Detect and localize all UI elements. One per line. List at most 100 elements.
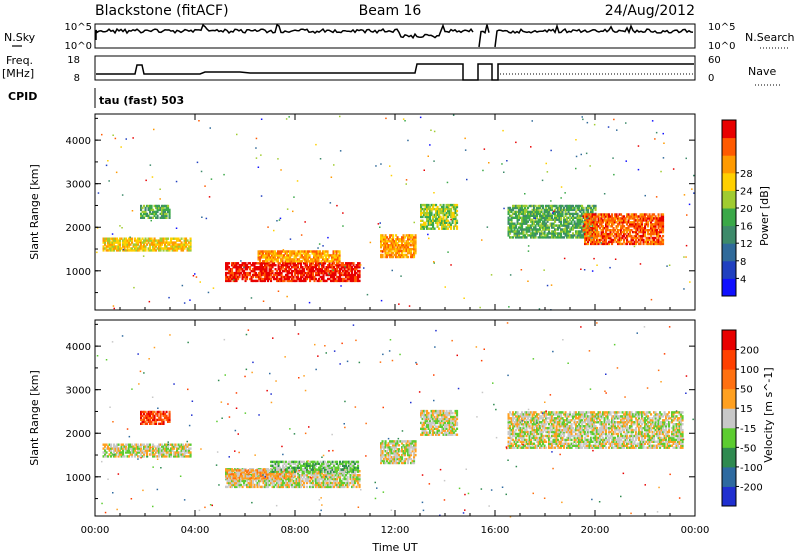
data-cell	[167, 206, 170, 210]
data-cell	[225, 485, 228, 489]
data-cell	[114, 453, 117, 456]
data-cell	[590, 230, 593, 234]
data-cell	[262, 279, 265, 283]
data-cell	[140, 243, 143, 246]
data-cell	[243, 477, 246, 480]
data-cell	[352, 485, 355, 489]
data-cell	[539, 218, 542, 221]
data-cell	[566, 234, 569, 237]
data-cell	[119, 449, 122, 452]
data-cell	[240, 268, 243, 271]
data-cell	[279, 483, 282, 487]
data-cell	[294, 460, 297, 464]
data-cell	[297, 481, 300, 485]
data-cell	[456, 225, 459, 228]
data-cell	[249, 481, 252, 485]
data-cell	[298, 474, 301, 477]
data-cell	[318, 277, 321, 281]
data-cell	[407, 242, 410, 245]
data-cell	[355, 266, 358, 269]
data-cell	[551, 234, 554, 237]
data-cell	[307, 254, 310, 257]
data-cell	[396, 236, 399, 239]
data-cell	[584, 215, 587, 218]
data-cell	[337, 472, 340, 475]
data-cell	[128, 451, 131, 454]
data-cell	[507, 218, 510, 221]
data-cell	[593, 221, 596, 224]
noise-point	[183, 302, 186, 304]
data-cell	[399, 240, 402, 243]
data-cell	[549, 232, 552, 235]
data-cell	[279, 271, 282, 275]
data-cell	[515, 236, 518, 239]
noise-point	[433, 160, 435, 162]
data-cell	[654, 221, 657, 224]
data-cell	[518, 230, 521, 233]
data-cell	[647, 238, 650, 242]
data-cell	[264, 477, 267, 480]
noise-point	[524, 193, 526, 195]
data-cell	[557, 218, 560, 221]
data-cell	[429, 227, 432, 230]
data-cell	[131, 453, 134, 456]
data-cell	[588, 213, 591, 216]
data-cell	[165, 455, 168, 458]
data-cell	[313, 477, 316, 481]
data-cell	[321, 277, 324, 281]
data-cell	[530, 220, 533, 223]
data-cell	[386, 236, 389, 239]
data-cell	[384, 255, 387, 259]
data-cell	[170, 447, 173, 450]
data-cell	[312, 460, 315, 464]
data-cell	[265, 254, 268, 257]
data-cell	[137, 243, 140, 246]
data-cell	[411, 244, 414, 247]
data-cell	[234, 485, 237, 489]
data-cell	[573, 208, 576, 212]
data-cell	[270, 468, 273, 471]
data-cell	[567, 204, 570, 208]
data-cell	[590, 223, 593, 226]
data-cell	[560, 228, 563, 231]
data-cell	[635, 232, 638, 236]
data-cell	[322, 275, 325, 279]
data-cell	[320, 252, 323, 255]
data-cell	[155, 420, 158, 423]
data-cell	[250, 277, 253, 281]
data-cell	[424, 225, 427, 228]
data-cell	[330, 266, 333, 269]
data-cell	[303, 485, 306, 489]
data-cell	[540, 232, 543, 235]
data-cell	[393, 244, 396, 247]
data-cell	[454, 203, 457, 207]
data-cell	[232, 266, 235, 269]
data-cell	[337, 269, 340, 273]
data-cell	[111, 237, 114, 240]
noise-point	[413, 221, 415, 224]
data-cell	[308, 254, 311, 257]
data-cell	[439, 207, 442, 211]
data-cell	[322, 479, 325, 483]
data-cell	[125, 447, 128, 450]
data-cell	[380, 255, 383, 259]
data-cell	[315, 475, 318, 479]
data-cell	[135, 247, 138, 250]
data-cell	[164, 214, 167, 217]
data-cell	[438, 217, 441, 221]
data-cell	[325, 271, 328, 275]
data-cell	[632, 225, 635, 228]
data-cell	[325, 466, 328, 469]
data-cell	[301, 273, 304, 277]
data-cell	[404, 236, 407, 239]
data-cell	[558, 210, 561, 214]
data-cell	[113, 245, 116, 248]
data-cell	[534, 220, 537, 223]
data-cell	[516, 216, 519, 219]
data-cell	[309, 481, 312, 485]
data-cell	[352, 273, 355, 277]
data-cell	[540, 208, 543, 212]
data-cell	[243, 262, 246, 265]
data-cell	[543, 212, 546, 216]
data-cell	[324, 268, 327, 271]
